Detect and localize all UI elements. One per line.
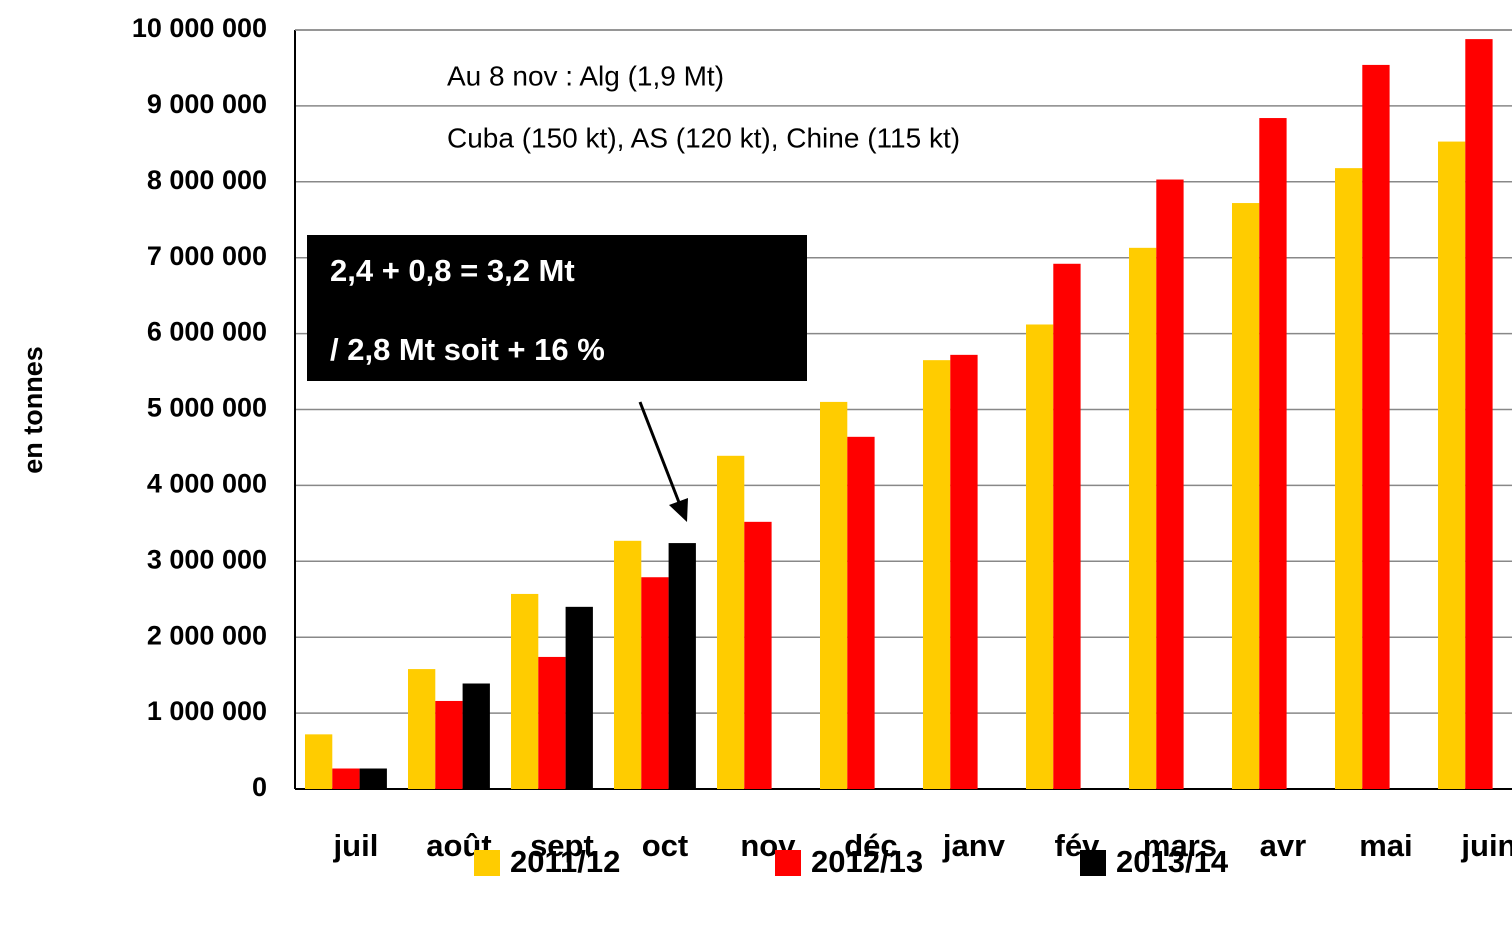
y-tick-label: 9 000 000 (147, 89, 267, 119)
x-tick-label: juin (1460, 828, 1512, 863)
bar (744, 521, 772, 789)
legend-swatch (775, 850, 801, 876)
y-tick-label: 2 000 000 (147, 620, 267, 650)
bar (305, 734, 333, 789)
bar (717, 455, 745, 789)
legend-label: 2013/14 (1116, 844, 1229, 879)
bar (923, 360, 951, 789)
annotation: 2,4 + 0,8 = 3,2 Mt (330, 253, 575, 288)
x-tick-label: janv (942, 828, 1006, 863)
bar (332, 768, 360, 789)
y-tick-label: 0 (252, 772, 267, 802)
legend-swatch (1080, 850, 1106, 876)
legend-label: 2011/12 (510, 844, 620, 879)
arrow (638, 401, 682, 506)
y-tick-label: 4 000 000 (147, 469, 267, 499)
x-tick-label: déc (844, 828, 897, 863)
bar (1438, 141, 1466, 789)
arrow-head (669, 498, 688, 522)
bar (359, 768, 387, 789)
y-tick-label: 7 000 000 (147, 241, 267, 271)
x-tick-label: mai (1359, 828, 1412, 863)
bar (1026, 324, 1054, 789)
bar (1129, 247, 1157, 789)
annotation: / 2,8 Mt soit + 16 % (330, 332, 605, 367)
bar (462, 683, 490, 789)
bar (641, 577, 669, 789)
annotation: Au 8 nov : Alg (1,9 Mt) (447, 60, 724, 91)
x-tick-label: mars (1143, 828, 1217, 863)
bar (565, 606, 593, 789)
legend-label: 2012/13 (811, 844, 923, 879)
y-tick-label: 5 000 000 (147, 393, 267, 423)
bar (1335, 168, 1363, 789)
bar (820, 401, 848, 789)
bar (1053, 263, 1081, 790)
bar (1362, 64, 1390, 789)
x-tick-label: sept (530, 828, 594, 863)
y-tick-label: 10 000 000 (132, 13, 267, 43)
y-tick-label: 8 000 000 (147, 165, 267, 195)
bar (614, 540, 642, 789)
annotation: Cuba (150 kt), AS (120 kt), Chine (115 k… (447, 122, 960, 153)
bar (435, 700, 463, 789)
y-axis-label: en tonnes (18, 346, 48, 474)
x-tick-label: avr (1260, 828, 1307, 863)
annotation-box (307, 235, 807, 381)
x-tick-label: oct (642, 828, 689, 863)
bar (408, 669, 436, 789)
y-tick-label: 1 000 000 (147, 696, 267, 726)
bar (668, 543, 696, 789)
bar (538, 656, 566, 789)
y-tick-label: 3 000 000 (147, 544, 267, 574)
bar (1156, 179, 1184, 789)
bar (950, 354, 978, 789)
y-tick-label: 6 000 000 (147, 317, 267, 347)
legend-swatch (474, 850, 500, 876)
bar (847, 436, 875, 789)
bar (511, 593, 539, 789)
bar (1232, 203, 1260, 789)
bar (1465, 39, 1493, 789)
x-tick-label: juil (333, 828, 379, 863)
bar (1259, 118, 1287, 789)
